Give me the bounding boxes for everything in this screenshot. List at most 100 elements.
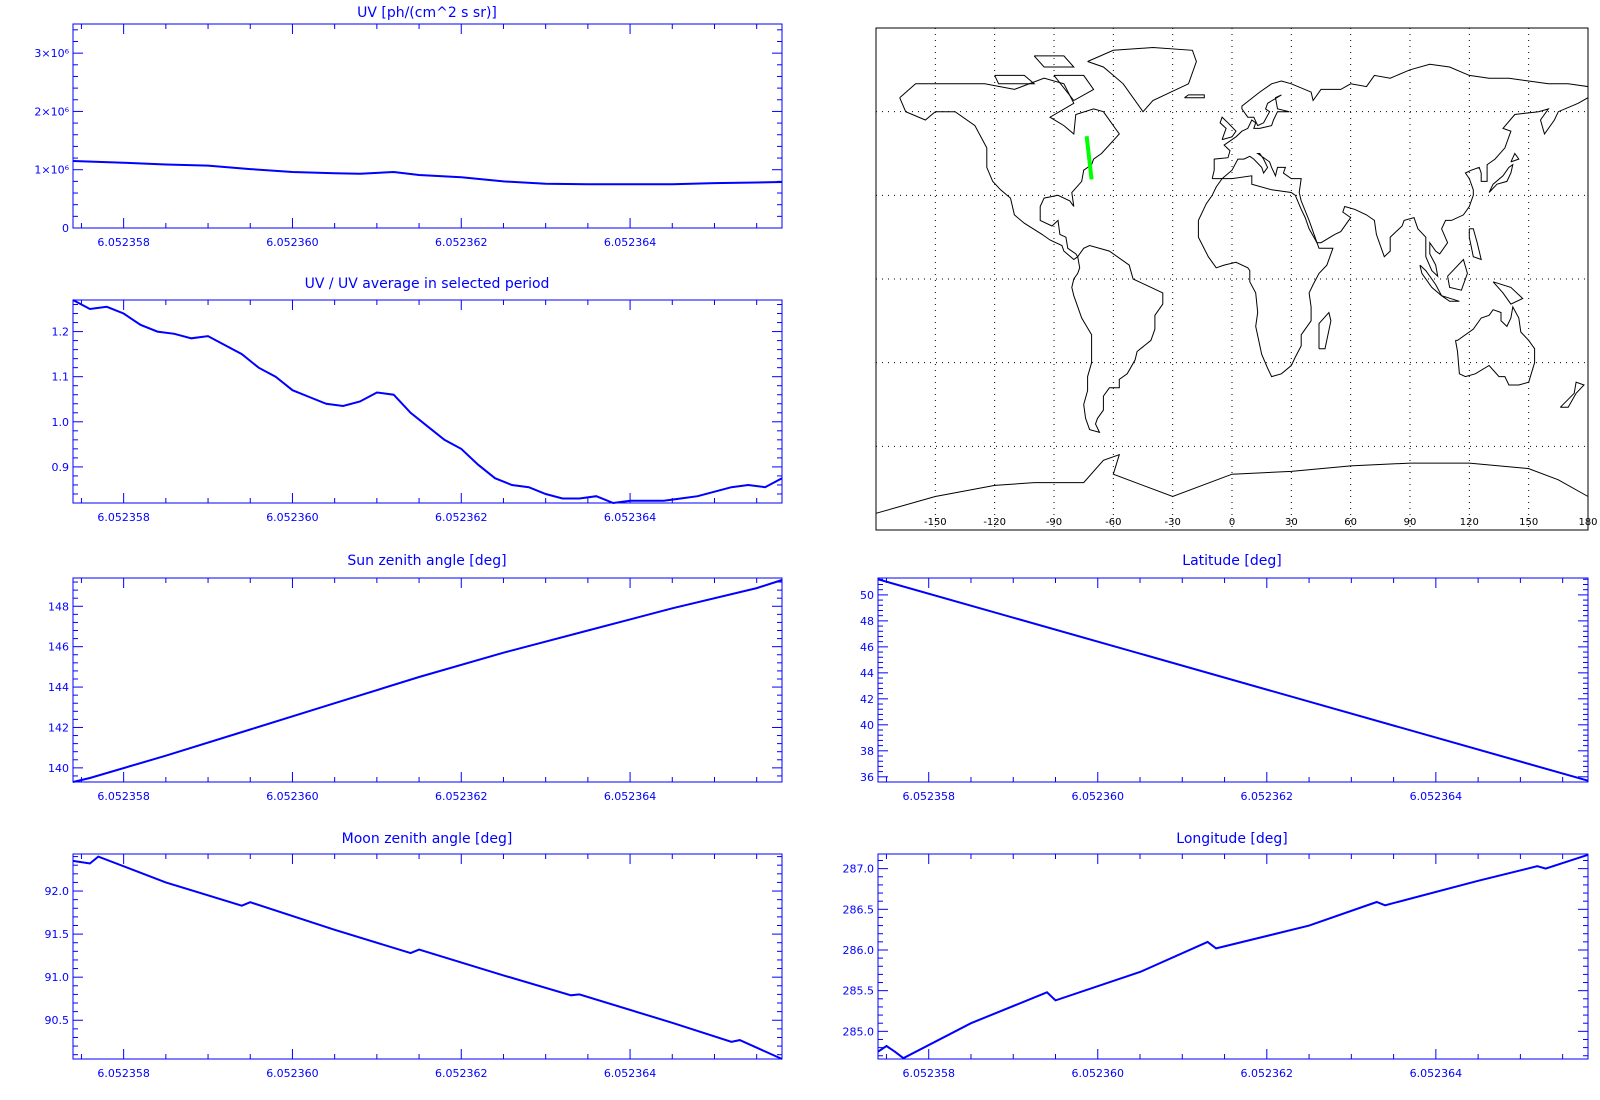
uv-series-line bbox=[72, 160, 783, 186]
coastline bbox=[1492, 281, 1524, 305]
coastline bbox=[1219, 116, 1237, 141]
map-longitude-label: 120 bbox=[1460, 517, 1479, 528]
sun-zenith-x-tick-label: 6.052358 bbox=[97, 790, 150, 803]
coastline bbox=[1087, 46, 1197, 113]
coastline bbox=[1559, 381, 1585, 408]
map-longitude-axis: -150 -120 -90 -60 -30 0 30 60 90 120 150… bbox=[924, 517, 1598, 528]
uv-y-tick-label: 2×10⁶ bbox=[34, 105, 69, 118]
uv-ratio-x-tick-label: 6.052358 bbox=[97, 511, 150, 524]
longitude-y-axis: 285.0 285.5 286.0 286.5 287.0 bbox=[843, 863, 875, 1039]
longitude-y-tick-label: 287.0 bbox=[843, 863, 875, 876]
latitude-panel: Latitude [deg] 36 38 40 42 44 46 48 50 6… bbox=[860, 553, 1589, 803]
sun-zenith-panel-title: Sun zenith angle [deg] bbox=[347, 553, 506, 569]
uv-ratio-y-tick-label: 1.0 bbox=[52, 416, 70, 429]
map-longitude-label: 180 bbox=[1578, 517, 1597, 528]
uv-ratio-x-tick-label: 6.052360 bbox=[266, 511, 319, 524]
sun-zenith-y-tick-label: 142 bbox=[48, 721, 69, 734]
uv-tick-marks bbox=[73, 24, 782, 229]
coastline bbox=[1318, 311, 1332, 350]
map-longitude-label: 0 bbox=[1229, 517, 1235, 528]
uv-y-tick-label: 0 bbox=[62, 222, 69, 235]
uv-ratio-x-tick-label: 6.052364 bbox=[604, 511, 657, 524]
moon-zenith-x-axis: 6.052358 6.052360 6.052362 6.052364 bbox=[97, 1067, 656, 1080]
sun-zenith-x-tick-label: 6.052360 bbox=[266, 790, 319, 803]
map-longitude-label: -30 bbox=[1164, 517, 1180, 528]
moon-zenith-y-tick-label: 90.5 bbox=[45, 1014, 70, 1027]
moon-zenith-x-tick-label: 6.052360 bbox=[266, 1067, 319, 1080]
latitude-y-tick-label: 40 bbox=[860, 719, 874, 732]
uv-ratio-y-tick-label: 0.9 bbox=[52, 461, 70, 474]
uv-ratio-plot-frame bbox=[72, 299, 783, 504]
uv-ratio-y-axis: 0.9 1.0 1.1 1.2 bbox=[52, 326, 70, 474]
longitude-tick-marks bbox=[878, 854, 1588, 1059]
moon-zenith-x-tick-label: 6.052364 bbox=[604, 1067, 657, 1080]
moon-zenith-panel: Moon zenith angle [deg] 90.5 91.0 91.5 9… bbox=[45, 831, 783, 1080]
coastline bbox=[1441, 295, 1460, 302]
coastline bbox=[1468, 228, 1482, 261]
map-longitude-label: 30 bbox=[1285, 517, 1298, 528]
latitude-tick-marks bbox=[878, 578, 1588, 783]
latitude-y-tick-label: 36 bbox=[860, 771, 874, 784]
map-frame bbox=[875, 27, 1589, 531]
longitude-x-tick-label: 6.052360 bbox=[1072, 1067, 1125, 1080]
sun-zenith-series-line bbox=[72, 579, 783, 783]
sun-zenith-y-tick-label: 140 bbox=[48, 762, 69, 775]
map-longitude-label: -150 bbox=[924, 517, 947, 528]
longitude-x-tick-label: 6.052358 bbox=[902, 1067, 955, 1080]
coastline bbox=[1510, 152, 1520, 163]
map-longitude-label: -60 bbox=[1105, 517, 1121, 528]
latitude-y-axis: 36 38 40 42 44 46 48 50 bbox=[860, 589, 874, 784]
map-longitude-label: 150 bbox=[1519, 517, 1538, 528]
moon-zenith-x-tick-label: 6.052358 bbox=[97, 1067, 150, 1080]
uv-ratio-y-tick-label: 1.1 bbox=[52, 371, 70, 384]
latitude-y-tick-label: 38 bbox=[860, 745, 874, 758]
coastline bbox=[875, 453, 1589, 514]
moon-zenith-panel-title: Moon zenith angle [deg] bbox=[342, 831, 513, 847]
uv-ratio-x-axis: 6.052358 6.052360 6.052362 6.052364 bbox=[97, 511, 656, 524]
latitude-x-tick-label: 6.052362 bbox=[1241, 790, 1294, 803]
coastline bbox=[899, 77, 1120, 261]
coastline bbox=[1033, 55, 1075, 68]
longitude-y-tick-label: 286.0 bbox=[843, 944, 875, 957]
moon-zenith-y-axis: 90.5 91.0 91.5 92.0 bbox=[45, 885, 70, 1027]
uv-x-tick-label: 6.052360 bbox=[266, 236, 319, 249]
map-longitude-label: 90 bbox=[1404, 517, 1417, 528]
moon-zenith-y-tick-label: 92.0 bbox=[45, 885, 70, 898]
latitude-x-axis: 6.052358 6.052360 6.052362 6.052364 bbox=[902, 790, 1462, 803]
uv-x-axis: 6.052358 6.052360 6.052362 6.052364 bbox=[97, 236, 656, 249]
sun-zenith-panel: Sun zenith angle [deg] 140 142 144 146 1… bbox=[48, 553, 783, 803]
satellite-track bbox=[1084, 135, 1094, 180]
longitude-series-line bbox=[877, 853, 1589, 1060]
sun-zenith-tick-marks bbox=[73, 578, 782, 782]
moon-zenith-series-line bbox=[72, 855, 783, 1060]
latitude-x-tick-label: 6.052360 bbox=[1072, 790, 1125, 803]
coastline bbox=[1447, 258, 1468, 291]
uv-ratio-series-line bbox=[72, 299, 783, 505]
latitude-x-tick-label: 6.052358 bbox=[902, 790, 955, 803]
sun-zenith-x-axis: 6.052358 6.052360 6.052362 6.052364 bbox=[97, 790, 656, 803]
uv-y-axis: 0 1×10⁶ 2×10⁶ 3×10⁶ bbox=[34, 47, 69, 235]
longitude-panel-title: Longitude [deg] bbox=[1176, 831, 1287, 847]
latitude-x-tick-label: 6.052364 bbox=[1410, 790, 1463, 803]
uv-ratio-panel: UV / UV average in selected period 0.9 1… bbox=[52, 276, 783, 524]
map-longitude-label: 60 bbox=[1344, 517, 1357, 528]
longitude-y-tick-label: 285.0 bbox=[843, 1025, 875, 1038]
coastline bbox=[1211, 63, 1589, 278]
latitude-y-tick-label: 50 bbox=[860, 589, 874, 602]
uv-plot-frame bbox=[72, 23, 783, 229]
coastline bbox=[1184, 94, 1205, 99]
latitude-series-line bbox=[877, 578, 1589, 782]
uv-ratio-x-tick-label: 6.052362 bbox=[435, 511, 488, 524]
latitude-y-tick-label: 48 bbox=[860, 615, 874, 628]
sun-zenith-y-tick-label: 148 bbox=[48, 600, 69, 613]
sun-zenith-plot-frame bbox=[72, 577, 783, 783]
uv-x-tick-label: 6.052364 bbox=[604, 236, 657, 249]
world-map: -150 -120 -90 -60 -30 0 30 60 90 120 150… bbox=[875, 27, 1598, 531]
latitude-plot-frame bbox=[877, 577, 1589, 783]
satellite-track-layer bbox=[1084, 135, 1094, 180]
coastline bbox=[1455, 305, 1536, 386]
coastline bbox=[1488, 163, 1514, 193]
coastline bbox=[994, 74, 1036, 85]
latitude-y-tick-label: 46 bbox=[860, 641, 874, 654]
